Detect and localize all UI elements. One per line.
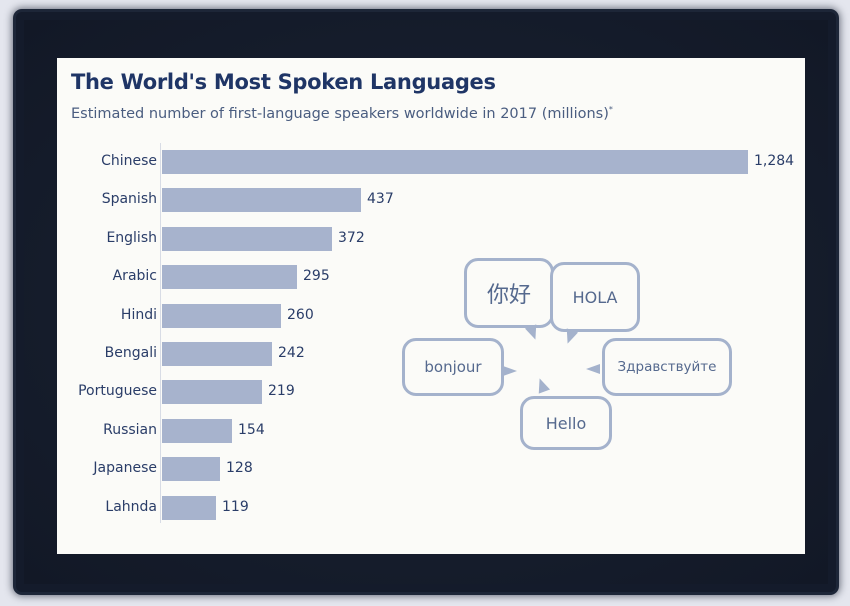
speech-bubble-spanish: HOLA [550,262,640,332]
chart-panel: The World's Most Spoken Languages Estima… [57,58,805,554]
value-label: 128 [226,460,253,477]
bar-row: Spanish 437 [57,188,797,213]
value-label: 119 [222,498,249,515]
value-label: 437 [367,191,394,208]
value-label: 260 [287,306,314,323]
bubble-tail-russian [586,364,600,374]
bar-row: Portuguese 219 [57,380,797,405]
bar [162,265,297,290]
bar [162,495,216,520]
category-label: Chinese [101,153,157,169]
greeting-chinese: 你好 [486,283,531,308]
chart-title: The World's Most Spoken Languages [71,70,496,94]
value-label: 1,284 [754,153,795,169]
bar-row: Japanese 128 [57,457,797,482]
category-label: Bengali [104,345,157,361]
bar-row: Lahnda 119 [57,495,797,520]
bar-row: English 372 [57,226,797,251]
bar-row: Russian 154 [57,418,797,443]
speech-bubble-russian: Здравствуйте [602,338,732,396]
category-label: Spanish [101,191,157,208]
bar-row: Chinese 1,284 [57,150,797,174]
category-label: Hindi [120,306,157,323]
category-label: English [106,229,157,246]
bar [162,380,262,405]
category-label: Japanese [93,460,157,477]
bar [162,150,748,174]
bar [162,457,220,482]
speech-bubble-french: bonjour [402,338,504,396]
footnote-mark: * [608,105,613,114]
bar-row: Hindi 260 [57,303,797,328]
value-label: 372 [338,229,365,246]
greeting-english: Hello [545,413,587,433]
value-label: 154 [238,421,265,438]
speech-bubbles-illustration: 你好 HOLA bonjour Здравствуйте Hello [402,254,732,454]
category-label: Russian [103,421,157,438]
bar-row: Arabic 295 [57,265,797,290]
bar [162,342,272,366]
bar [162,303,281,328]
category-axis-line [160,143,161,523]
bar-row: Bengali 242 [57,342,797,366]
speech-bubble-chinese: 你好 [464,258,554,328]
greeting-spanish: HOLA [572,287,618,307]
subtitle-text: Estimated number of first-language speak… [71,105,609,122]
chart-subtitle: Estimated number of first-language speak… [71,105,613,122]
speech-bubble-english: Hello [520,396,612,450]
bar [162,188,361,213]
category-label: Arabic [112,268,157,285]
category-label: Portuguese [78,383,157,400]
category-label: Lahnda [105,498,157,515]
bubble-tail-french [503,366,517,376]
greeting-french: bonjour [424,358,482,376]
bar [162,418,232,443]
bar [162,226,332,251]
value-label: 219 [268,383,295,400]
value-label: 295 [303,268,330,285]
greeting-russian: Здравствуйте [617,359,717,375]
value-label: 242 [278,345,305,361]
bubble-tail-english [533,376,551,394]
